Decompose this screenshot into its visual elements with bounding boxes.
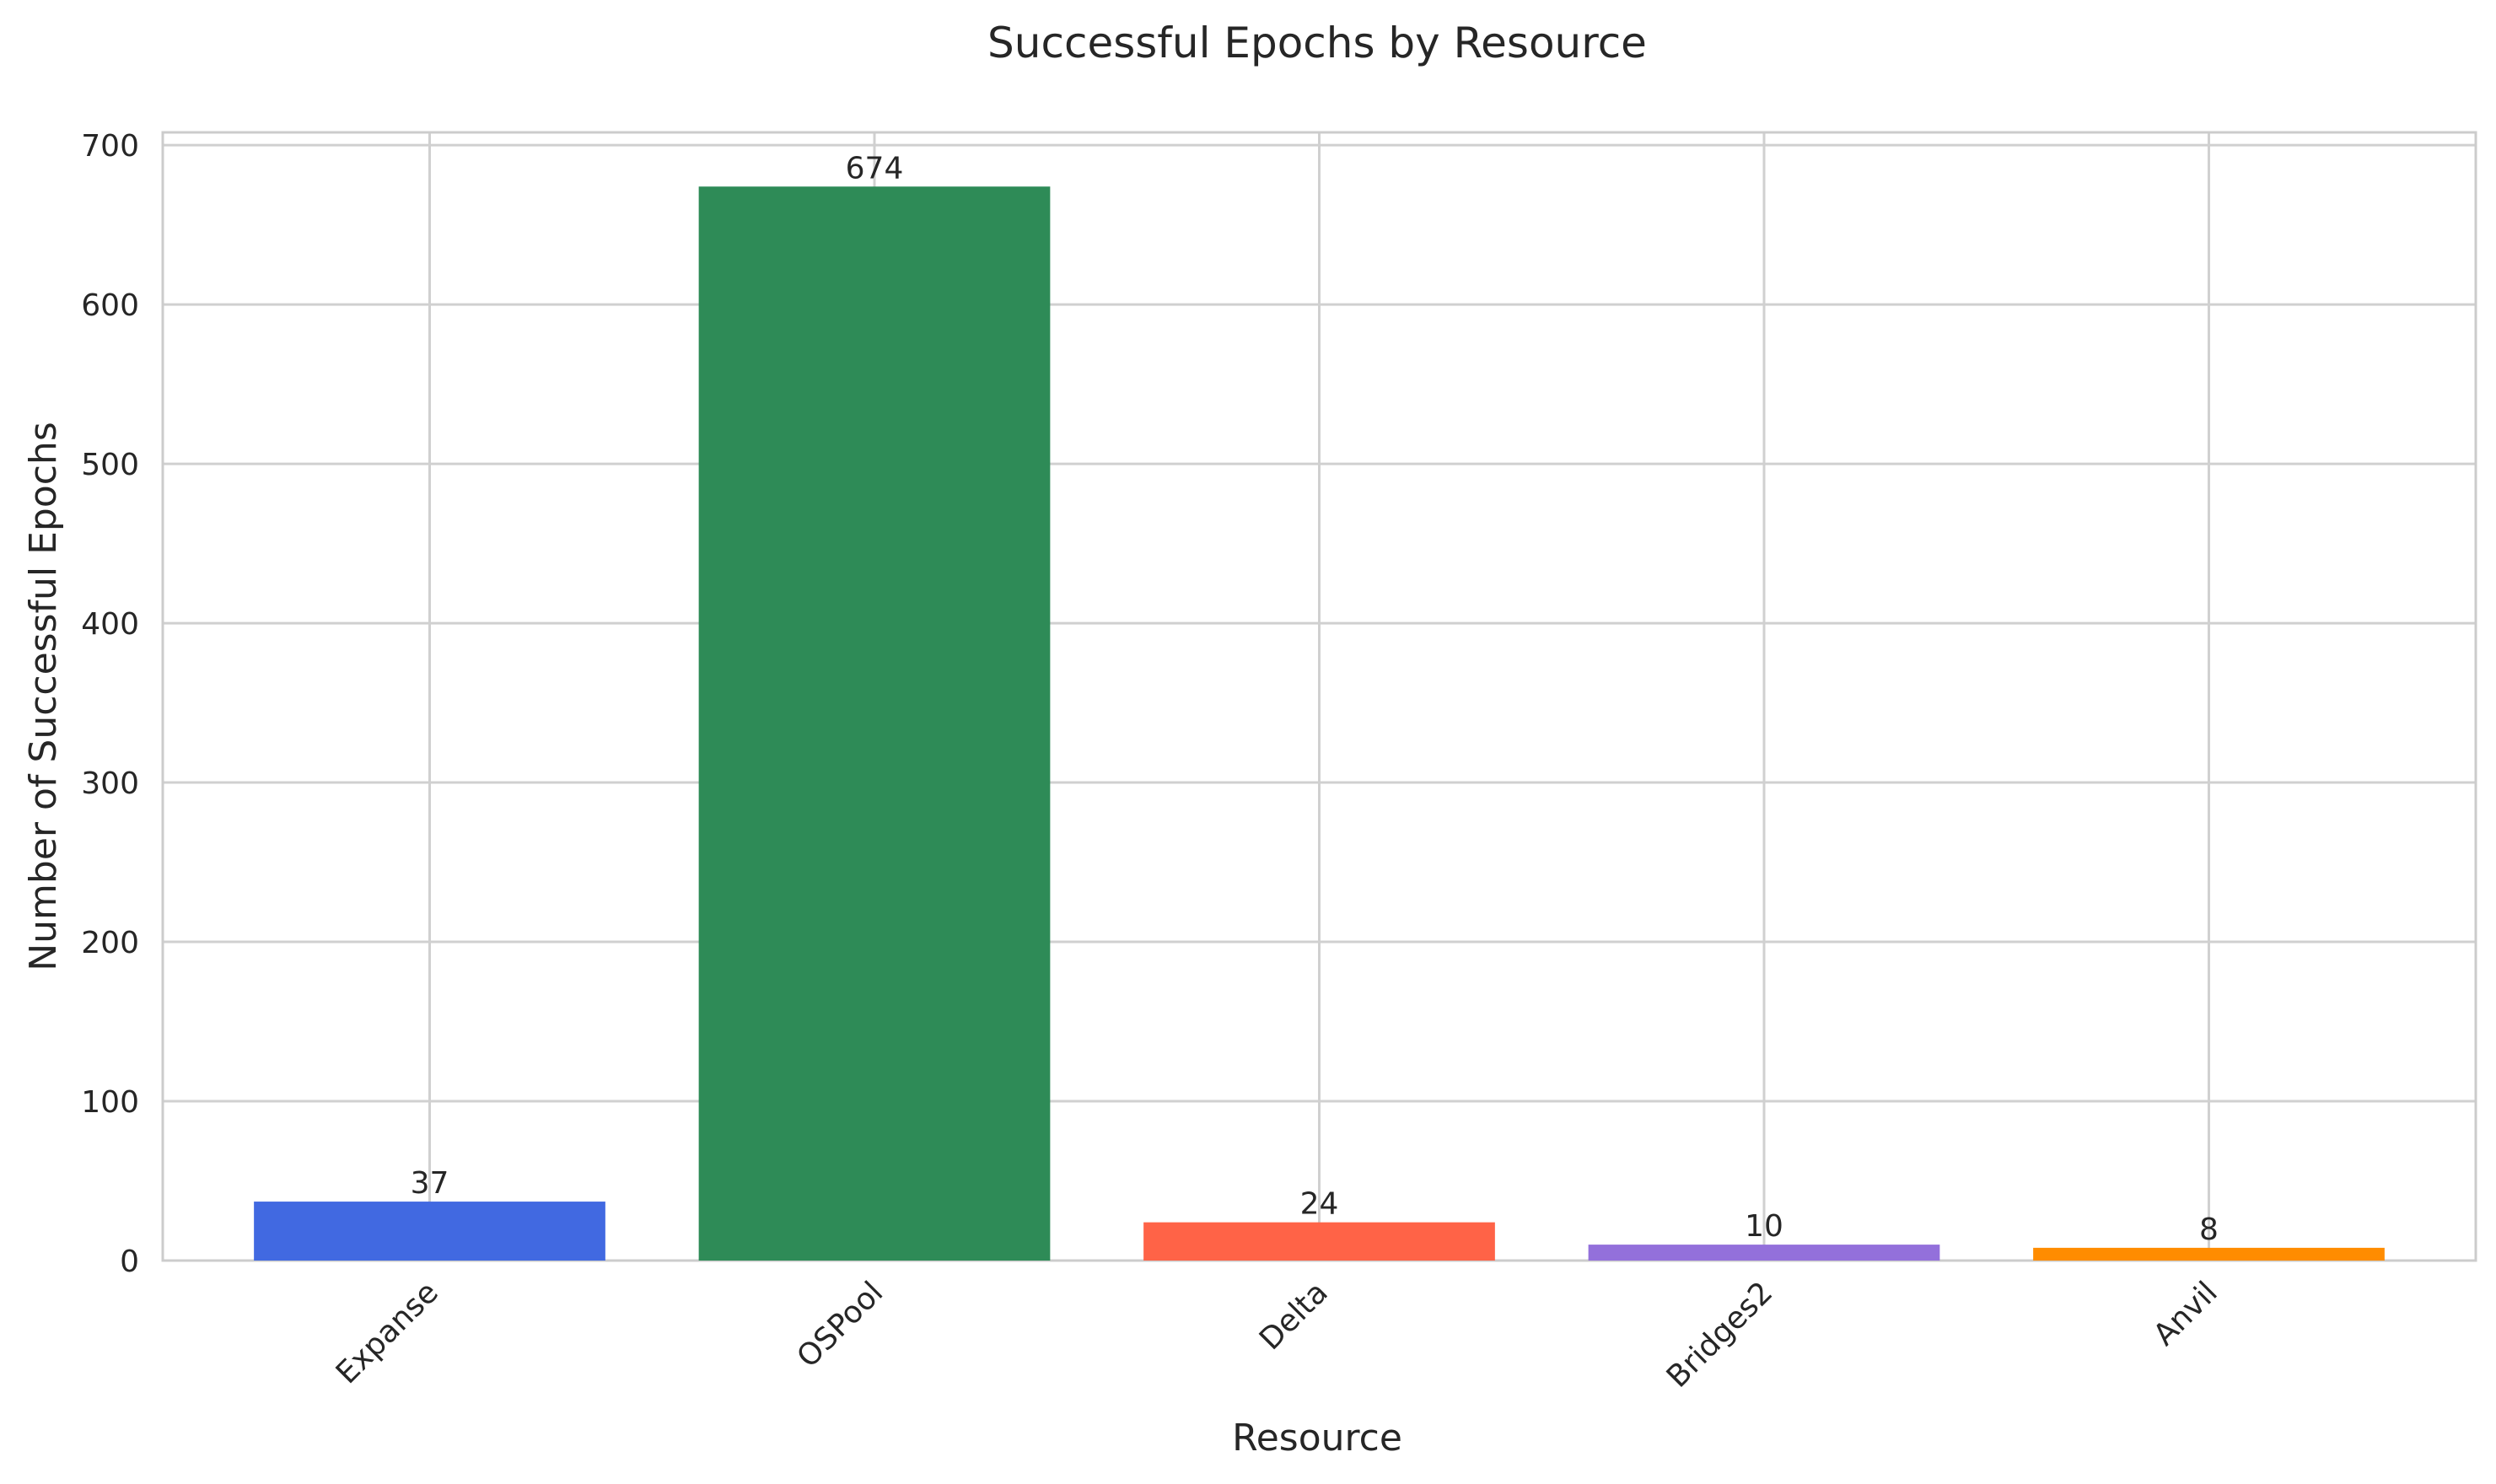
y-axis-label: Number of Successful Epochs bbox=[22, 422, 65, 971]
x-tick-label: Bridges2 bbox=[1660, 1275, 1779, 1394]
y-tick-label: 200 bbox=[81, 926, 139, 960]
x-axis-ticks: Expanse OSPool Delta Bridges2 Anvil bbox=[330, 1275, 2224, 1394]
bar-anvil bbox=[2033, 1247, 2385, 1261]
x-tick-label: Anvil bbox=[2147, 1275, 2224, 1352]
gridlines bbox=[163, 132, 2476, 1262]
y-tick-label: 300 bbox=[81, 766, 139, 801]
y-tick-label: 500 bbox=[81, 448, 139, 482]
bar-delta bbox=[1143, 1222, 1495, 1261]
y-axis-ticks: 0 100 200 300 400 500 600 700 bbox=[81, 129, 139, 1279]
y-tick-label: 0 bbox=[120, 1245, 139, 1279]
x-tick-label: Delta bbox=[1253, 1275, 1335, 1357]
bar-ospool bbox=[698, 186, 1051, 1261]
bar-expanse bbox=[254, 1202, 605, 1261]
y-tick-label: 700 bbox=[81, 129, 139, 164]
bar-bridges2 bbox=[1588, 1245, 1940, 1261]
y-tick-label: 400 bbox=[81, 607, 139, 642]
chart-title: Successful Epochs by Resource bbox=[987, 19, 1647, 67]
data-label: 8 bbox=[2199, 1212, 2219, 1247]
data-label: 24 bbox=[1300, 1187, 1339, 1222]
y-tick-label: 600 bbox=[81, 288, 139, 323]
bars: 37 674 24 10 8 bbox=[254, 151, 2385, 1261]
x-tick-label: OSPool bbox=[791, 1275, 890, 1374]
y-tick-label: 100 bbox=[81, 1085, 139, 1120]
x-axis-label: Resource bbox=[1232, 1417, 1402, 1460]
data-label: 674 bbox=[846, 151, 904, 186]
x-tick-label: Expanse bbox=[330, 1275, 445, 1390]
data-label: 10 bbox=[1745, 1209, 1783, 1244]
data-label: 37 bbox=[411, 1166, 449, 1201]
